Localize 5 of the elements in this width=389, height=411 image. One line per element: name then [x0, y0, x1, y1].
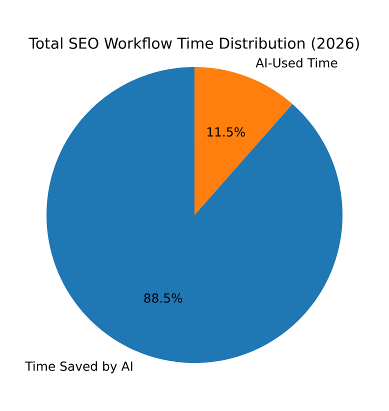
- slice-label: Time Saved by AI: [25, 361, 132, 374]
- data-label: 88.5%: [144, 293, 182, 303]
- chart-title: Total SEO Workflow Time Distribution (2026): [28, 37, 359, 51]
- data-label: 11.5%: [207, 127, 245, 137]
- slice-label: AI-Used Time: [256, 58, 338, 68]
